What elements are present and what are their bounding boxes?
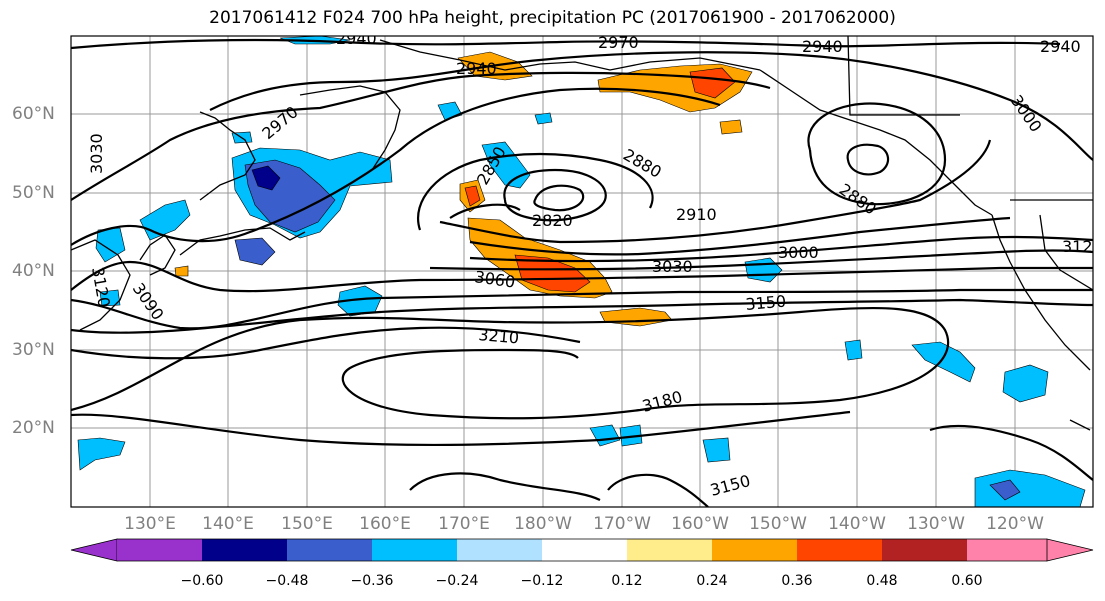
colorbar-tick-label: −0.60: [180, 573, 224, 589]
colorbar-bin: [797, 539, 882, 561]
colorbar-bin: [287, 539, 372, 561]
lon-label: 150°W: [749, 514, 807, 534]
colorbar-tick-label: 0.48: [866, 573, 898, 589]
map-frame: [70, 35, 1094, 508]
colorbar-extend-high: [1046, 538, 1094, 562]
contour-label: 3030: [87, 133, 106, 174]
contour-label: 3150: [745, 292, 787, 314]
colorbar-tick-label: 0.36: [781, 573, 813, 589]
contour-label: 2940: [456, 59, 497, 78]
lon-label: 150°E: [281, 514, 333, 534]
contour-label: 2940: [336, 29, 377, 48]
contour-label: 2940: [1040, 37, 1081, 56]
lon-label: 120°W: [986, 514, 1044, 534]
colorbar-tick-label: 0.24: [696, 573, 728, 589]
contour-label: 312: [1062, 237, 1093, 256]
colorbar-bin: [882, 539, 967, 561]
contour-label: 3000: [778, 243, 819, 262]
colorbar-bin: [967, 539, 1047, 561]
contour-label: 2820: [532, 211, 573, 230]
lon-label: 130°W: [907, 514, 965, 534]
colorbar-extend-low: [70, 538, 118, 562]
lon-label: 140°W: [828, 514, 886, 534]
lon-label: 130°E: [124, 514, 176, 534]
contour-label: 3030: [652, 257, 693, 276]
lat-label: 40°N: [12, 261, 55, 281]
map-title: 2017061412 F024 700 hPa height, precipit…: [209, 8, 896, 28]
colorbar-bin: [542, 539, 627, 561]
lon-label: 170°W: [593, 514, 651, 534]
lat-label: 50°N: [12, 183, 55, 203]
lon-label: 160°W: [671, 514, 729, 534]
lon-label: 140°E: [202, 514, 254, 534]
colorbar: [70, 538, 1094, 562]
colorbar-tick-label: 0.12: [611, 573, 643, 589]
colorbar-bin: [457, 539, 542, 561]
colorbar-tick-label: −0.48: [265, 573, 309, 589]
colorbar-bin: [202, 539, 287, 561]
colorbar-bin: [117, 539, 202, 561]
colorbar-tick-label: −0.12: [520, 573, 564, 589]
lat-label: 30°N: [12, 340, 55, 360]
precip-positive-shading: [174, 51, 753, 327]
colorbar-tick-label: −0.24: [435, 573, 479, 589]
contour-label: 2940: [802, 37, 843, 56]
contour-label: 3210: [478, 325, 520, 347]
lat-label: 60°N: [12, 104, 55, 124]
colorbar-bin: [712, 539, 797, 561]
colorbar-tick-label: −0.36: [350, 573, 394, 589]
lat-label: 20°N: [12, 418, 55, 438]
lon-label: 170°E: [438, 514, 490, 534]
contour-label: 2910: [676, 205, 717, 224]
height-contours: [71, 38, 1093, 507]
lon-label: 180°W: [514, 514, 572, 534]
colorbar-tick-label: 0.60: [951, 573, 983, 589]
contour-label: 2970: [598, 33, 639, 52]
colorbar-bin: [372, 539, 457, 561]
lon-label: 160°E: [359, 514, 411, 534]
colorbar-bin: [627, 539, 712, 561]
